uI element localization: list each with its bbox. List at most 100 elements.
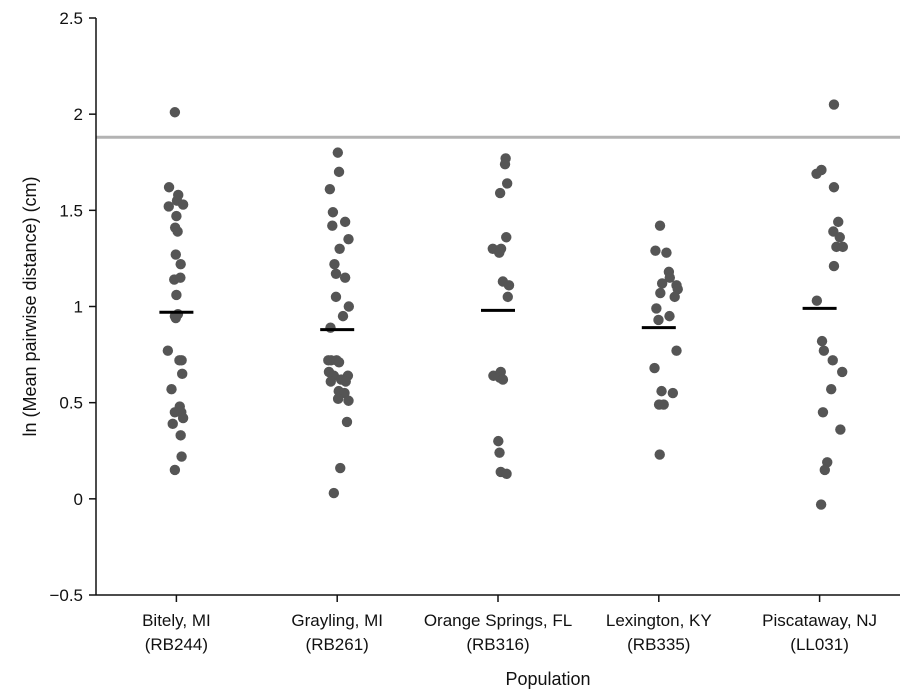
data-point xyxy=(655,287,666,299)
data-point xyxy=(819,464,830,476)
data-point xyxy=(816,335,828,347)
y-tick-label: −0.5 xyxy=(49,586,83,605)
data-point xyxy=(324,183,336,195)
data-point xyxy=(333,166,345,178)
data-point xyxy=(497,374,509,385)
data-point xyxy=(826,384,837,395)
data-point xyxy=(171,289,182,301)
data-point xyxy=(167,418,178,430)
data-point xyxy=(837,241,849,253)
data-point xyxy=(330,268,342,280)
data-point xyxy=(502,291,513,303)
x-tick-label: Piscataway, NJ xyxy=(762,611,877,630)
data-point xyxy=(170,249,181,260)
data-point xyxy=(327,220,338,231)
data-point xyxy=(332,393,344,405)
data-point xyxy=(664,310,675,322)
data-point xyxy=(816,164,827,176)
data-point xyxy=(340,376,351,387)
data-point xyxy=(177,412,189,424)
data-point xyxy=(828,260,840,272)
data-point xyxy=(501,178,513,189)
x-tick-label-code: (RB261) xyxy=(306,635,369,654)
data-point xyxy=(169,464,181,476)
x-tick-label-code: (RB316) xyxy=(466,635,529,654)
data-point xyxy=(828,182,840,193)
data-point xyxy=(172,226,183,237)
data-point xyxy=(837,366,848,378)
x-tick-label-code: (LL031) xyxy=(790,635,849,654)
data-point xyxy=(170,312,181,324)
data-point xyxy=(343,233,354,245)
data-point xyxy=(337,310,349,322)
plot-area xyxy=(96,99,900,510)
y-axis-title: ln (Mean pairwise distance) (cm) xyxy=(20,176,40,436)
data-point xyxy=(169,107,181,118)
data-point xyxy=(177,199,189,210)
x-axis-title: Population xyxy=(505,669,590,689)
data-point xyxy=(163,201,174,212)
data-point xyxy=(343,395,354,406)
data-point xyxy=(177,368,188,380)
data-point xyxy=(494,187,506,199)
x-tick-label: Bitely, MI xyxy=(142,611,211,630)
data-point xyxy=(176,451,187,462)
data-point xyxy=(661,247,672,258)
data-point xyxy=(339,272,351,283)
data-point xyxy=(327,207,339,218)
data-point xyxy=(669,291,680,303)
x-tick-label: Lexington, KY xyxy=(606,611,712,630)
y-tick-label: 2 xyxy=(74,105,83,124)
data-point xyxy=(171,210,182,222)
data-point xyxy=(656,278,668,289)
data-point xyxy=(325,322,336,333)
x-tick-label-code: (RB244) xyxy=(145,635,208,654)
y-tick-label: 2.5 xyxy=(59,9,83,28)
data-point xyxy=(343,301,355,312)
data-point xyxy=(503,280,515,291)
data-point xyxy=(658,399,669,410)
data-point xyxy=(334,243,345,254)
data-point xyxy=(325,376,336,387)
data-point xyxy=(501,232,512,243)
data-point xyxy=(656,385,667,397)
data-point xyxy=(828,99,840,110)
data-point xyxy=(330,291,342,303)
data-point xyxy=(335,462,346,474)
data-point xyxy=(175,258,186,270)
data-point xyxy=(176,355,187,366)
data-point xyxy=(827,355,838,366)
data-point xyxy=(175,272,186,283)
data-point xyxy=(341,416,353,428)
data-point xyxy=(835,424,846,435)
data-point xyxy=(494,447,505,458)
data-point xyxy=(166,384,177,395)
data-point xyxy=(649,362,660,374)
data-point xyxy=(815,499,827,510)
data-point xyxy=(162,345,174,356)
data-point xyxy=(328,487,340,499)
data-point xyxy=(811,295,823,306)
data-point xyxy=(175,430,186,441)
data-point xyxy=(493,435,504,447)
data-point xyxy=(817,407,829,418)
x-tick-label: Orange Springs, FL xyxy=(424,611,572,630)
data-point xyxy=(667,387,679,399)
data-point xyxy=(654,449,665,460)
data-point xyxy=(499,158,511,170)
data-point xyxy=(834,232,845,243)
data-point xyxy=(671,345,682,356)
data-point xyxy=(501,468,512,480)
data-point xyxy=(653,314,664,326)
data-point xyxy=(494,247,505,258)
data-point xyxy=(329,258,340,270)
y-tick-label: 0.5 xyxy=(59,394,83,413)
axes xyxy=(95,18,900,596)
data-point xyxy=(664,272,675,283)
data-point xyxy=(833,216,844,228)
data-point xyxy=(163,182,175,193)
data-point xyxy=(333,357,345,368)
y-tick-label: 0 xyxy=(74,490,83,509)
data-point xyxy=(332,147,344,158)
